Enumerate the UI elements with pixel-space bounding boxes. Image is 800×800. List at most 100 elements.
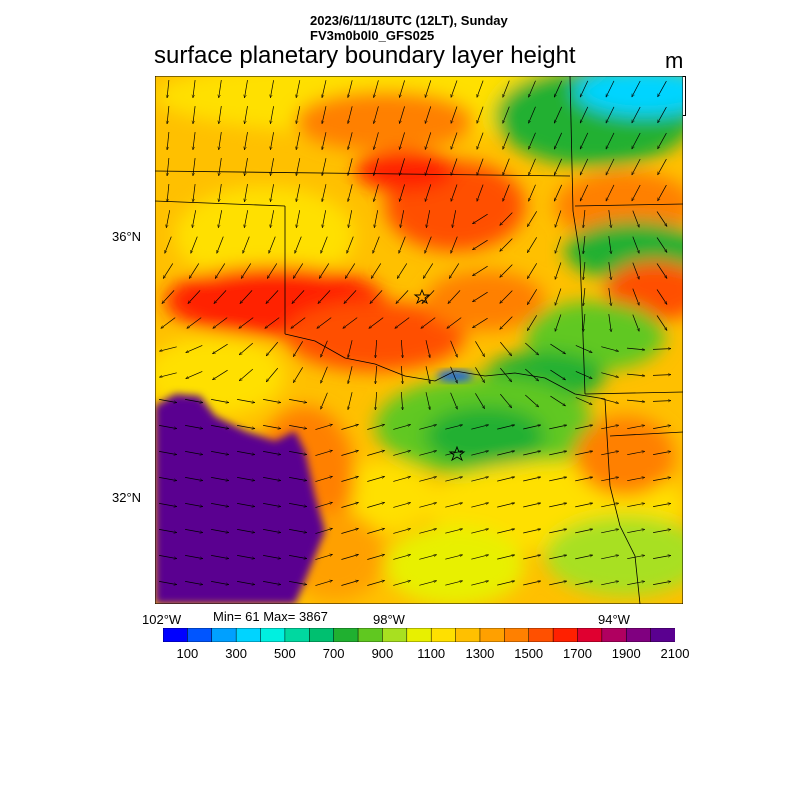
wind-vector-arrow	[500, 264, 513, 278]
wind-vector-arrow	[472, 317, 488, 329]
wind-vector-arrow	[497, 555, 515, 560]
wind-vector-arrow	[528, 132, 536, 150]
wind-vector-arrow	[657, 80, 667, 97]
wind-vector-arrow	[317, 317, 332, 329]
wind-vector-arrow	[370, 290, 383, 303]
wind-vector-arrow	[348, 158, 353, 175]
wind-vector-arrow	[419, 503, 436, 508]
wind-vector-arrow	[188, 263, 200, 278]
wind-vector-arrow	[447, 317, 462, 329]
wind-vector-arrow	[185, 503, 203, 506]
wind-vector-arrow	[159, 399, 177, 402]
wind-vector-arrow	[185, 529, 203, 532]
wind-vector-arrow	[393, 477, 410, 482]
wind-vector-arrow	[472, 213, 488, 225]
wind-vector-arrow	[322, 158, 327, 176]
wind-vector-arrow	[318, 263, 330, 278]
wind-vector-arrow	[367, 555, 384, 560]
wind-vector-arrow	[237, 399, 255, 402]
wind-vector-arrow	[348, 132, 353, 149]
wind-vector-arrow	[601, 555, 619, 560]
wind-vector-arrow	[575, 451, 593, 456]
wind-vector-arrow	[167, 131, 170, 150]
wind-vector-arrow	[448, 290, 461, 303]
wind-vector-arrow	[549, 477, 567, 482]
wind-vector-arrow	[497, 529, 515, 534]
wind-vector-arrow	[393, 503, 410, 508]
wind-vector-arrow	[219, 158, 222, 176]
wind-vectors	[159, 79, 671, 586]
wind-vector-arrow	[187, 317, 202, 329]
wind-vector-arrow	[369, 317, 384, 329]
wind-vector-arrow	[626, 373, 645, 376]
wind-vector-arrow	[631, 80, 641, 97]
wind-vector-arrow	[451, 132, 458, 150]
wind-vector-arrow	[315, 580, 332, 586]
wind-vector-arrow	[656, 315, 668, 331]
wind-vector-arrow	[243, 236, 250, 254]
wind-vector-arrow	[575, 529, 593, 534]
state-borders	[155, 76, 683, 604]
wind-vector-arrow	[239, 317, 254, 329]
wind-vector-arrow	[315, 476, 332, 482]
wind-vector-arrow	[477, 158, 484, 176]
wind-vector-arrow	[245, 158, 248, 176]
wind-vector-arrow	[367, 529, 384, 534]
wind-vector-arrow	[396, 290, 409, 303]
wind-vector-arrow	[475, 367, 485, 382]
wind-vector-arrow	[500, 316, 513, 330]
wind-vector-arrow	[575, 425, 593, 430]
colorbar-label: 1700	[563, 646, 592, 661]
wind-vector-arrow	[270, 106, 274, 124]
wind-vector-arrow	[263, 477, 281, 480]
wind-vector-arrow	[289, 477, 307, 480]
wind-vector-arrow	[608, 236, 611, 254]
wind-vector-arrow	[399, 184, 405, 201]
wind-vector-arrow	[425, 158, 432, 175]
wind-vector-arrow	[555, 314, 562, 332]
wind-vector-arrow	[341, 529, 358, 534]
lon-label-98w: 98°W	[373, 612, 405, 627]
lon-label-94w: 94°W	[598, 612, 630, 627]
wind-vector-arrow	[269, 236, 276, 254]
wind-vector-arrow	[553, 184, 563, 201]
west-purple-region	[155, 394, 325, 604]
wind-vector-arrow	[211, 425, 229, 428]
wind-vector-arrow	[237, 581, 255, 584]
wind-vector-arrow	[193, 184, 196, 202]
wind-vector-arrow	[214, 290, 227, 303]
wind-vector-arrow	[237, 529, 255, 532]
wind-vector-arrow	[263, 399, 281, 402]
wind-vector-arrow	[471, 477, 488, 482]
wind-vector-arrow	[445, 581, 462, 586]
wind-vector-arrow	[219, 184, 222, 202]
colorbar-label: 1100	[417, 646, 446, 661]
wind-vector-arrow	[237, 425, 255, 428]
wind-vector-arrow	[503, 80, 510, 98]
wind-vector-arrow	[527, 289, 537, 304]
wind-vector-arrow	[527, 315, 537, 330]
wind-vector-arrow	[321, 236, 328, 254]
wind-vector-arrow	[583, 209, 586, 228]
wind-vector-arrow	[497, 503, 515, 508]
wind-vector-arrow	[445, 503, 462, 508]
wind-vector-arrow	[601, 398, 618, 404]
colorbar-label: 300	[225, 646, 247, 661]
wind-vector-arrow	[527, 263, 537, 278]
colorbar-swatch	[504, 628, 530, 642]
wind-vector-arrow	[211, 503, 229, 506]
wind-vector-arrow	[263, 451, 281, 454]
wind-vector-arrow	[159, 451, 177, 454]
wind-vector-arrow	[296, 106, 301, 124]
wind-vector-arrow	[213, 317, 228, 329]
wind-vector-arrow	[528, 106, 536, 124]
wind-vector-arrow	[525, 368, 538, 381]
wind-vector-arrow	[656, 211, 668, 227]
wind-vector-arrow	[401, 391, 402, 410]
wind-vector-arrow	[292, 290, 305, 303]
wind-vector-arrow	[161, 317, 176, 329]
wind-vector-arrow	[472, 265, 488, 277]
wind-vector-arrow	[367, 425, 384, 430]
wind-vector-arrow	[608, 314, 611, 332]
colorbar-label: 900	[371, 646, 394, 661]
